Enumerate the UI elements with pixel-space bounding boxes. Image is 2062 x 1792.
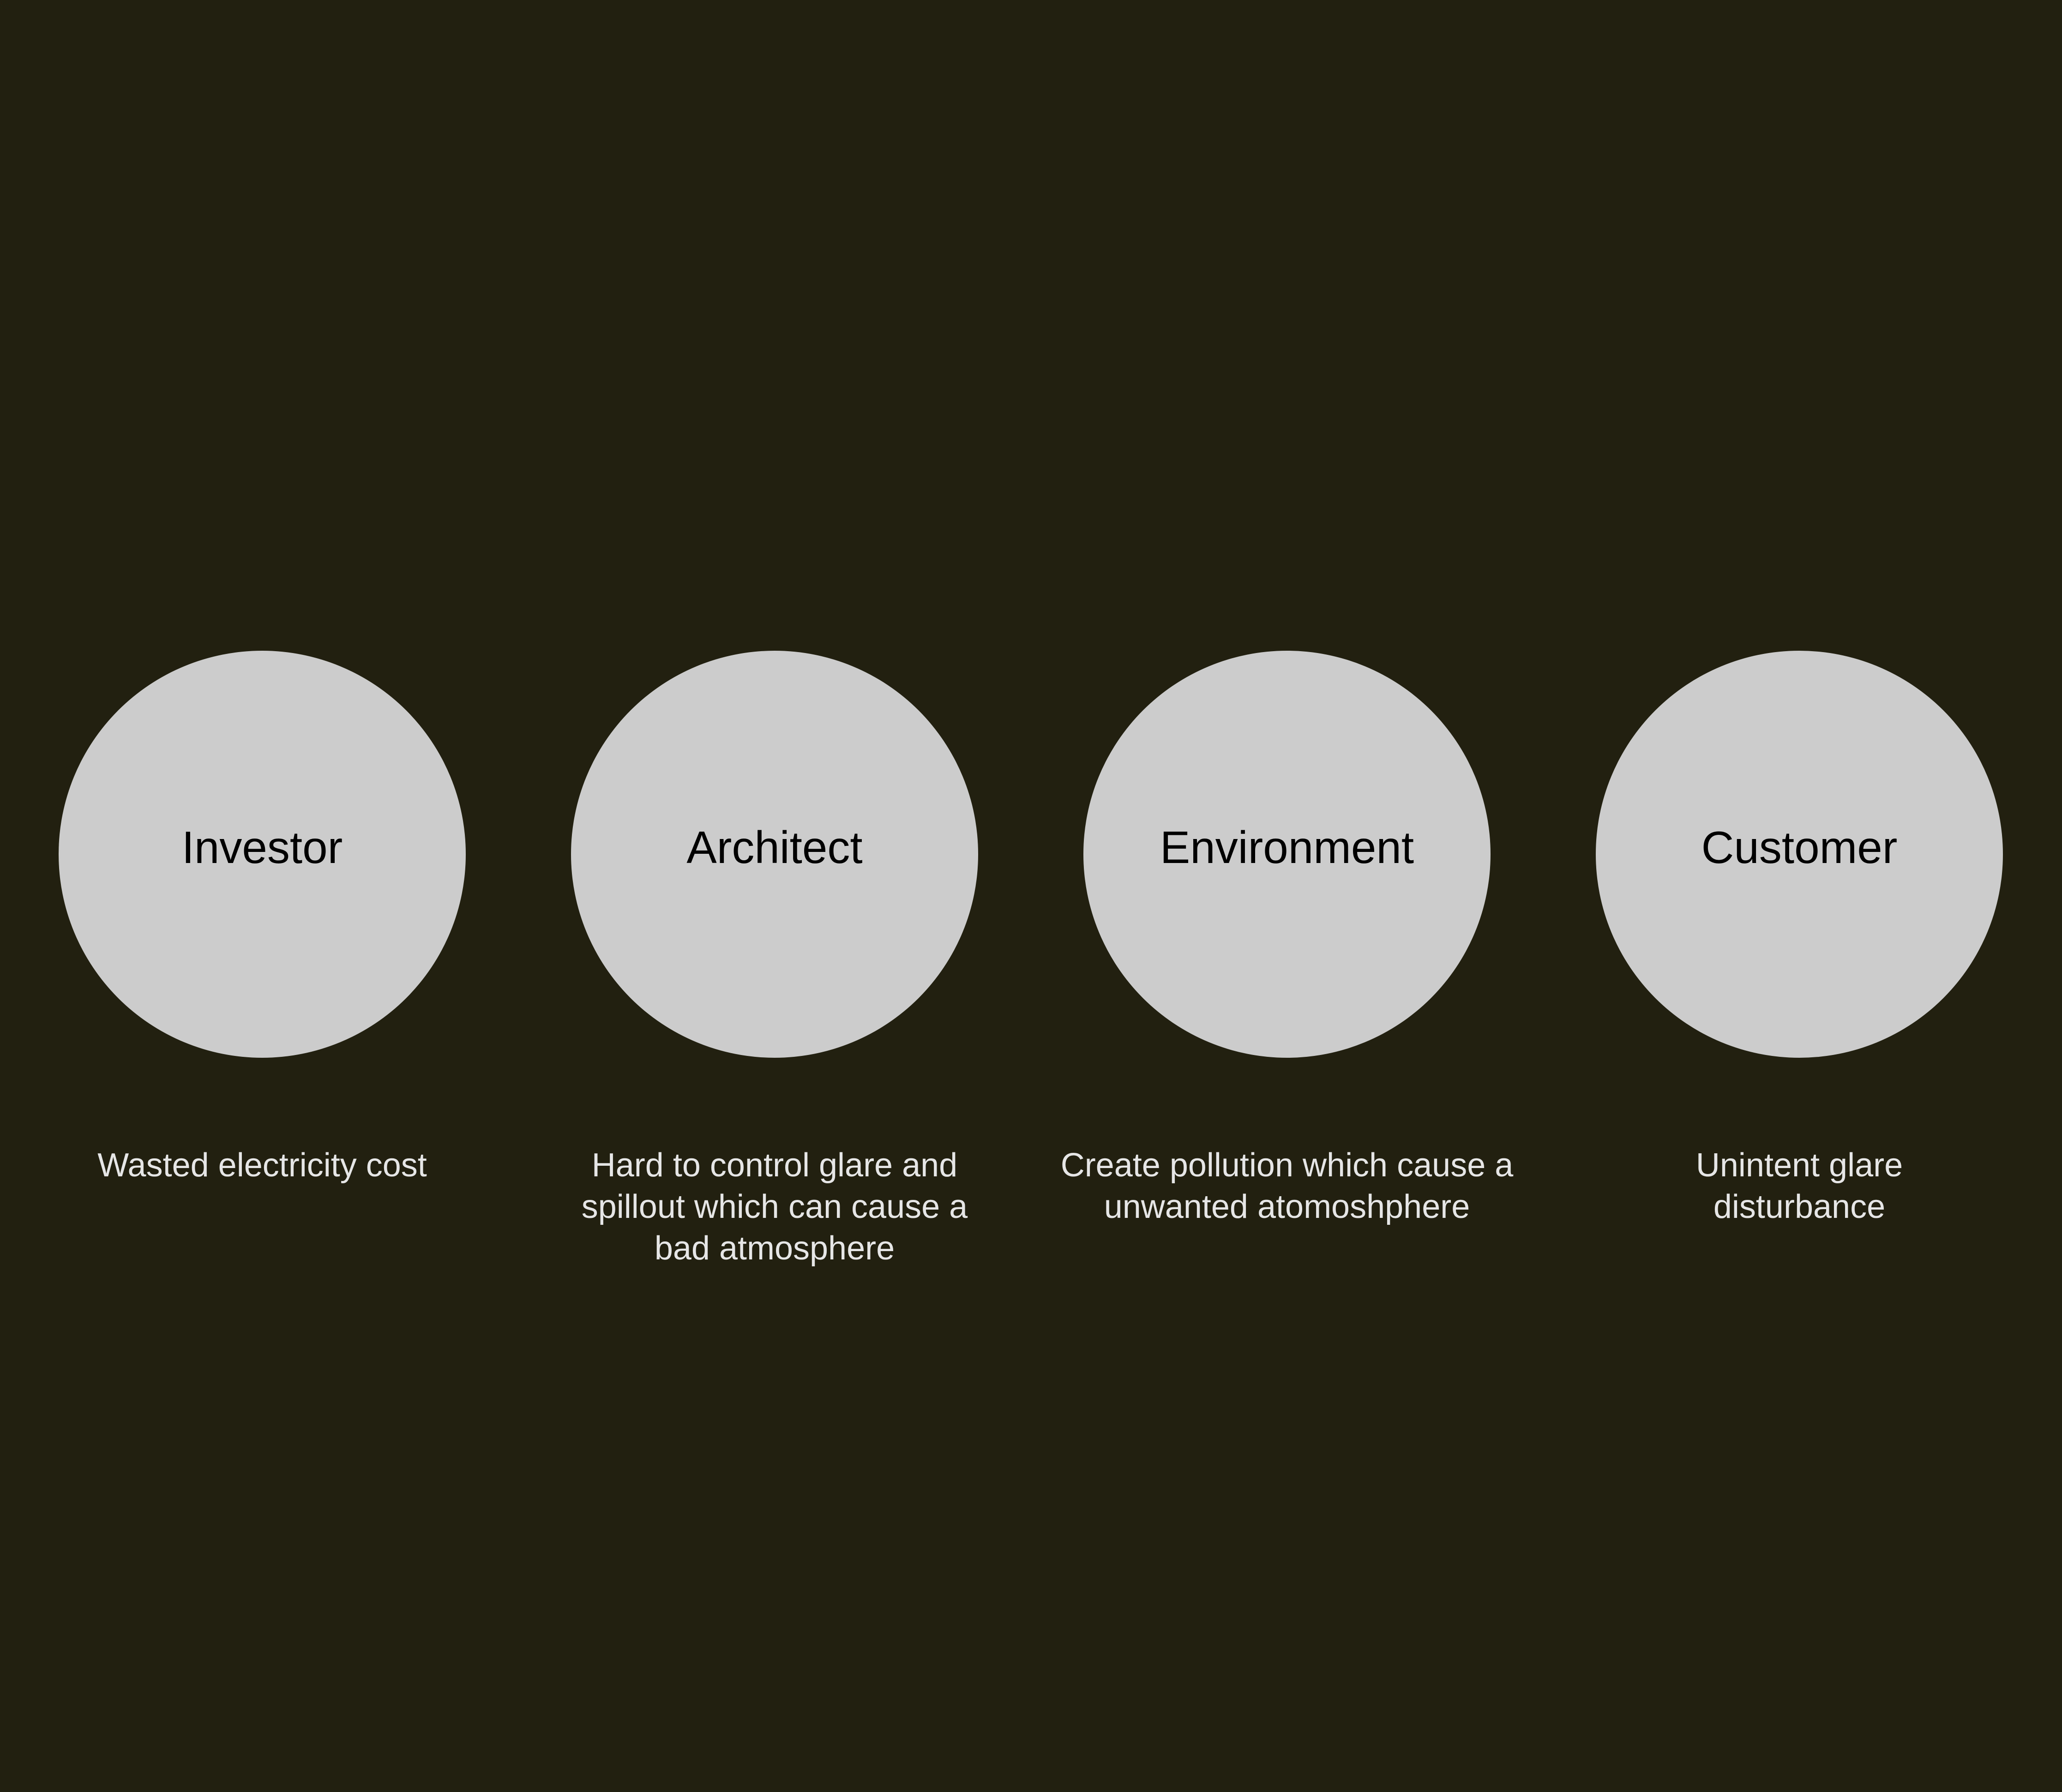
stakeholder-issue: Unintent glare disturbance [1695, 1147, 1903, 1225]
stakeholder-circle: Customer [1596, 651, 2003, 1058]
stakeholder-issue: Create pollution which cause a unwanted … [1060, 1147, 1514, 1225]
stakeholder-issue: Hard to control glare and spillout which… [581, 1147, 968, 1267]
stakeholder-issue: Wasted electricity cost [97, 1147, 427, 1184]
stakeholder-name: Customer [1701, 822, 1898, 873]
stakeholder-investor: Investor Wasted electricity cost [31, 651, 493, 1186]
stakeholder-name: Investor [181, 822, 343, 873]
stakeholder-circle: Environment [1083, 651, 1491, 1058]
stakeholder-name: Architect [686, 822, 863, 873]
stakeholder-circle: Investor [59, 651, 466, 1058]
stakeholder-circle: Architect [571, 651, 978, 1058]
stakeholder-architect: Architect Hard to control glare and spil… [544, 651, 1005, 1269]
stakeholder-customer: Customer Unintent glare disturbance [1569, 651, 2030, 1228]
stakeholder-name: Environment [1160, 822, 1414, 873]
stakeholder-environment: Environment Create pollution which cause… [1056, 651, 1518, 1228]
